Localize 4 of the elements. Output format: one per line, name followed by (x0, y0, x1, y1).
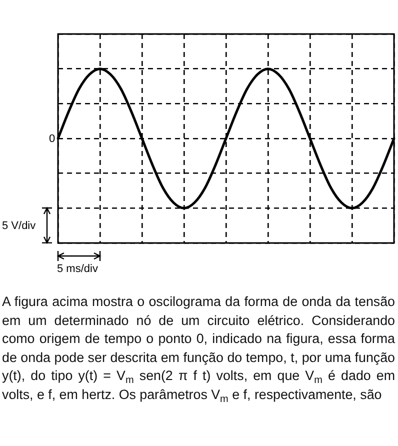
text: 5 V/div (2, 220, 36, 232)
text: 5 ms/div (57, 263, 98, 275)
text: A figura acima mostra o oscilograma da forma de onda da tensão em um determinado nó de um circuito elétrico. Considerando como origem de tempo o ponto 0, indicado na figura, essa forma de onda pode ser descrita em função do tempo, t, por uma função y(t), do tipo y(t) = V$_{m}$ sen(2 π f t) volts, em que V$_{m}$ é dado em volts, e f, em hertz. Os parâmetros V$_{m}$ e f, respectivamente, são (2, 294, 396, 405)
text: 0 (49, 132, 56, 144)
